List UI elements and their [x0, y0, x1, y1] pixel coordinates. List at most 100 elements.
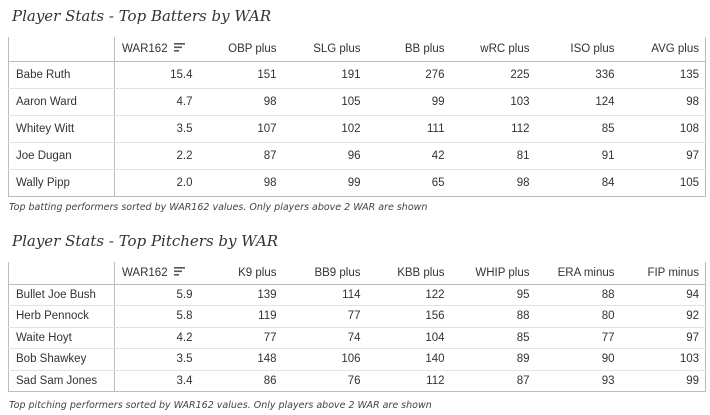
war162-cell: 4.2	[114, 327, 199, 349]
kbb-plus-cell: 140	[366, 348, 451, 371]
era-minus-cell: 77	[535, 327, 621, 349]
table-header-row: WAR162 K9 plus BB9 plus KBB plus WHIP pl…	[8, 262, 706, 285]
war162-cell: 3.4	[114, 370, 199, 392]
column-header-k9-plus[interactable]: K9 plus	[198, 262, 283, 285]
player-name-cell: Bullet Joe Bush	[8, 284, 115, 306]
table-row: Waite Hoyt 4.2 77 74 104 85 77 97	[8, 327, 706, 349]
whip-plus-cell: 88	[450, 305, 536, 328]
bb9-plus-cell: 114	[282, 284, 367, 306]
column-header-bb-plus[interactable]: BB plus	[366, 37, 451, 62]
column-header-label: WAR162	[122, 266, 168, 279]
bb9-plus-cell: 77	[282, 305, 367, 328]
k9-plus-cell: 119	[198, 305, 283, 328]
player-name-cell: Babe Ruth	[8, 61, 115, 89]
avg-plus-cell: 105	[620, 169, 706, 197]
era-minus-cell: 88	[535, 284, 621, 306]
batters-title: Player Stats - Top Batters by WAR	[12, 7, 272, 25]
bb-plus-cell: 276	[366, 61, 451, 89]
column-header-label: WAR162	[122, 42, 168, 55]
column-header-era-minus[interactable]: ERA minus	[535, 262, 621, 285]
iso-plus-cell: 91	[535, 142, 621, 170]
obp-plus-cell: 107	[198, 115, 283, 143]
table-row: Bob Shawkey 3.5 148 106 140 89 90 103	[8, 348, 706, 371]
obp-plus-cell: 151	[198, 61, 283, 89]
kbb-plus-cell: 112	[366, 370, 451, 392]
table-row: Babe Ruth 15.4 151 191 276 225 336 135	[8, 61, 706, 89]
column-header-bb9-plus[interactable]: BB9 plus	[282, 262, 367, 285]
war162-cell: 3.5	[114, 348, 199, 371]
iso-plus-cell: 84	[535, 169, 621, 197]
bb9-plus-cell: 106	[282, 348, 367, 371]
era-minus-cell: 90	[535, 348, 621, 371]
wrc-plus-cell: 98	[450, 169, 536, 197]
sort-descending-icon[interactable]	[173, 266, 185, 279]
player-name-cell: Aaron Ward	[8, 88, 115, 116]
column-header-whip-plus[interactable]: WHIP plus	[450, 262, 536, 285]
slg-plus-cell: 105	[282, 88, 367, 116]
bb9-plus-cell: 76	[282, 370, 367, 392]
batters-table: WAR162 OBP plus SLG plus BB plus wRC plu…	[8, 37, 706, 197]
whip-plus-cell: 87	[450, 370, 536, 392]
player-name-cell: Herb Pennock	[8, 305, 115, 328]
table-row: Whitey Witt 3.5 107 102 111 112 85 108	[8, 115, 706, 143]
column-header-slg-plus[interactable]: SLG plus	[282, 37, 367, 62]
player-name-cell: Joe Dugan	[8, 142, 115, 170]
war162-cell: 5.8	[114, 305, 199, 328]
bb-plus-cell: 111	[366, 115, 451, 143]
wrc-plus-cell: 112	[450, 115, 536, 143]
player-name-cell: Whitey Witt	[8, 115, 115, 143]
iso-plus-cell: 124	[535, 88, 621, 116]
bb-plus-cell: 42	[366, 142, 451, 170]
bb9-plus-cell: 74	[282, 327, 367, 349]
table-row: Joe Dugan 2.2 87 96 42 81 91 97	[8, 142, 706, 170]
slg-plus-cell: 96	[282, 142, 367, 170]
sort-descending-icon[interactable]	[173, 42, 185, 55]
table-header-row: WAR162 OBP plus SLG plus BB plus wRC plu…	[8, 37, 706, 62]
kbb-plus-cell: 156	[366, 305, 451, 328]
obp-plus-cell: 87	[198, 142, 283, 170]
fip-minus-cell: 99	[620, 370, 706, 392]
player-name-cell: Sad Sam Jones	[8, 370, 115, 392]
column-header-avg-plus[interactable]: AVG plus	[620, 37, 706, 62]
kbb-plus-cell: 104	[366, 327, 451, 349]
fip-minus-cell: 92	[620, 305, 706, 328]
iso-plus-cell: 336	[535, 61, 621, 89]
war162-cell: 2.2	[114, 142, 199, 170]
iso-plus-cell: 85	[535, 115, 621, 143]
k9-plus-cell: 148	[198, 348, 283, 371]
column-header-wrc-plus[interactable]: wRC plus	[450, 37, 536, 62]
table-row: Bullet Joe Bush 5.9 139 114 122 95 88 94	[8, 284, 706, 306]
era-minus-cell: 80	[535, 305, 621, 328]
whip-plus-cell: 85	[450, 327, 536, 349]
bb-plus-cell: 99	[366, 88, 451, 116]
column-header-war162[interactable]: WAR162	[114, 37, 199, 62]
pitchers-title: Player Stats - Top Pitchers by WAR	[12, 232, 279, 250]
war162-cell: 5.9	[114, 284, 199, 306]
column-header-war162[interactable]: WAR162	[114, 262, 199, 285]
player-name-cell: Wally Pipp	[8, 169, 115, 197]
column-header-kbb-plus[interactable]: KBB plus	[366, 262, 451, 285]
avg-plus-cell: 97	[620, 142, 706, 170]
column-header-player	[8, 37, 115, 62]
column-header-obp-plus[interactable]: OBP plus	[198, 37, 283, 62]
avg-plus-cell: 98	[620, 88, 706, 116]
whip-plus-cell: 95	[450, 284, 536, 306]
kbb-plus-cell: 122	[366, 284, 451, 306]
table-row: Aaron Ward 4.7 98 105 99 103 124 98	[8, 88, 706, 116]
column-header-fip-minus[interactable]: FIP minus	[620, 262, 706, 285]
era-minus-cell: 93	[535, 370, 621, 392]
k9-plus-cell: 139	[198, 284, 283, 306]
k9-plus-cell: 86	[198, 370, 283, 392]
obp-plus-cell: 98	[198, 88, 283, 116]
column-header-player	[8, 262, 115, 285]
avg-plus-cell: 108	[620, 115, 706, 143]
avg-plus-cell: 135	[620, 61, 706, 89]
batters-caption: Top batting performers sorted by WAR162 …	[9, 202, 428, 213]
slg-plus-cell: 102	[282, 115, 367, 143]
bb-plus-cell: 65	[366, 169, 451, 197]
slg-plus-cell: 191	[282, 61, 367, 89]
table-row: Herb Pennock 5.8 119 77 156 88 80 92	[8, 305, 706, 328]
wrc-plus-cell: 103	[450, 88, 536, 116]
column-header-iso-plus[interactable]: ISO plus	[535, 37, 621, 62]
table-row: Wally Pipp 2.0 98 99 65 98 84 105	[8, 169, 706, 197]
